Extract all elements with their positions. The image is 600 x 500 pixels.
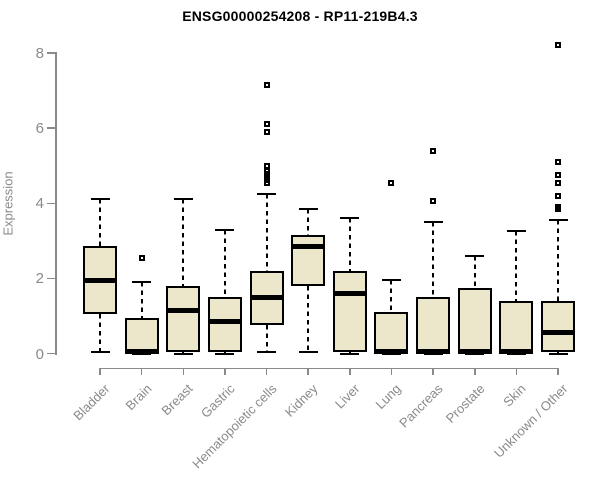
lower-whisker-kidney xyxy=(307,285,310,352)
outlier-point-unknown-other xyxy=(555,179,562,186)
box-liver xyxy=(332,270,367,352)
x-axis-tick xyxy=(557,367,559,375)
x-axis-tick xyxy=(182,367,185,375)
outlier-point-pancreas xyxy=(430,198,437,205)
y-axis xyxy=(55,52,57,355)
outlier-point-hematopoietic-cells xyxy=(263,162,270,169)
box-breast xyxy=(166,285,201,353)
median-bladder xyxy=(83,277,117,283)
outlier-point-hematopoietic-cells xyxy=(263,128,270,135)
outlier-point-brain xyxy=(138,254,145,261)
y-axis-tick xyxy=(47,52,55,54)
median-kidney xyxy=(291,243,326,249)
box-lung xyxy=(374,312,409,354)
outlier-point-pancreas xyxy=(430,147,437,154)
lower-whisker-cap-hematopoietic-cells xyxy=(257,350,277,353)
box-kidney xyxy=(291,235,326,286)
upper-whisker-cap-brain xyxy=(132,281,152,284)
x-axis-tick xyxy=(432,367,434,375)
outlier-point-hematopoietic-cells xyxy=(263,81,270,88)
median-hematopoietic-cells xyxy=(249,294,284,300)
y-tick-label: 2 xyxy=(35,270,44,288)
outlier-point-unknown-other xyxy=(555,192,562,199)
x-axis-tick xyxy=(99,367,101,375)
lower-whisker-cap-gastric xyxy=(215,352,235,355)
median-unknown-other xyxy=(541,330,576,336)
upper-whisker-skin xyxy=(515,231,518,301)
x-axis-tick xyxy=(349,367,351,375)
lower-whisker-cap-unknown-other xyxy=(548,352,568,355)
upper-whisker-cap-pancreas xyxy=(423,221,443,224)
upper-whisker-bladder xyxy=(99,199,101,247)
y-tick-label: 4 xyxy=(35,195,44,213)
outlier-point-hematopoietic-cells xyxy=(263,179,270,186)
outlier-point-hematopoietic-cells xyxy=(263,121,270,128)
x-axis-tick xyxy=(265,367,268,375)
lower-whisker-cap-breast xyxy=(173,352,193,355)
upper-whisker-cap-skin xyxy=(506,230,526,233)
outlier-point-unknown-other xyxy=(555,172,562,179)
upper-whisker-pancreas xyxy=(432,222,435,298)
box-unknown-other xyxy=(541,300,576,353)
upper-whisker-lung xyxy=(390,280,393,313)
upper-whisker-gastric xyxy=(223,229,226,298)
box-prostate xyxy=(457,287,492,354)
lower-whisker-bladder xyxy=(99,314,101,352)
y-tick-label: 8 xyxy=(35,45,44,62)
median-brain xyxy=(124,349,159,355)
upper-whisker-cap-kidney xyxy=(298,207,318,210)
median-skin xyxy=(499,349,534,355)
upper-whisker-cap-prostate xyxy=(465,254,485,257)
upper-whisker-cap-gastric xyxy=(215,228,235,231)
lower-whisker-cap-bladder xyxy=(90,350,110,353)
chart-title: ENSG00000254208 - RP11-219B4.3 xyxy=(182,8,418,24)
upper-whisker-cap-breast xyxy=(173,198,193,201)
y-tick-label: 6 xyxy=(35,120,44,138)
upper-whisker-brain xyxy=(140,282,143,318)
median-liver xyxy=(332,290,367,296)
median-breast xyxy=(166,307,201,313)
outlier-point-lung xyxy=(388,179,395,186)
upper-whisker-hematopoietic-cells xyxy=(265,193,268,271)
x-axis xyxy=(99,367,560,369)
upper-whisker-prostate xyxy=(473,255,476,288)
y-axis-tick xyxy=(47,127,55,129)
outlier-point-unknown-other xyxy=(555,205,562,212)
y-axis-tick xyxy=(47,277,55,280)
upper-whisker-unknown-other xyxy=(557,220,560,301)
outlier-point-unknown-other xyxy=(555,42,562,49)
y-axis-tick xyxy=(47,202,55,204)
y-axis-tick xyxy=(47,352,55,355)
x-axis-tick xyxy=(307,367,309,375)
x-axis-tick xyxy=(515,367,518,375)
upper-whisker-cap-bladder xyxy=(90,198,110,201)
upper-whisker-cap-lung xyxy=(381,279,401,282)
median-lung xyxy=(374,349,409,355)
box-skin xyxy=(499,300,534,354)
x-axis-tick xyxy=(474,367,476,375)
lower-whisker-cap-kidney xyxy=(298,350,318,353)
median-pancreas xyxy=(416,349,451,355)
x-axis-tick xyxy=(224,367,226,375)
box-pancreas xyxy=(416,297,451,354)
y-tick-label: 0 xyxy=(35,345,44,363)
x-axis-tick xyxy=(390,367,393,375)
upper-whisker-cap-liver xyxy=(340,217,360,220)
upper-whisker-breast xyxy=(182,199,185,286)
lower-whisker-hematopoietic-cells xyxy=(265,325,268,352)
box-brain xyxy=(124,317,159,354)
lower-whisker-cap-liver xyxy=(340,352,360,355)
upper-whisker-liver xyxy=(348,218,351,271)
upper-whisker-cap-hematopoietic-cells xyxy=(257,192,277,195)
upper-whisker-cap-unknown-other xyxy=(548,219,568,222)
upper-whisker-kidney xyxy=(307,208,310,236)
median-prostate xyxy=(457,349,492,355)
box-gastric xyxy=(207,297,242,353)
x-axis-tick xyxy=(140,367,143,375)
median-gastric xyxy=(207,319,242,325)
outlier-point-unknown-other xyxy=(555,158,562,165)
